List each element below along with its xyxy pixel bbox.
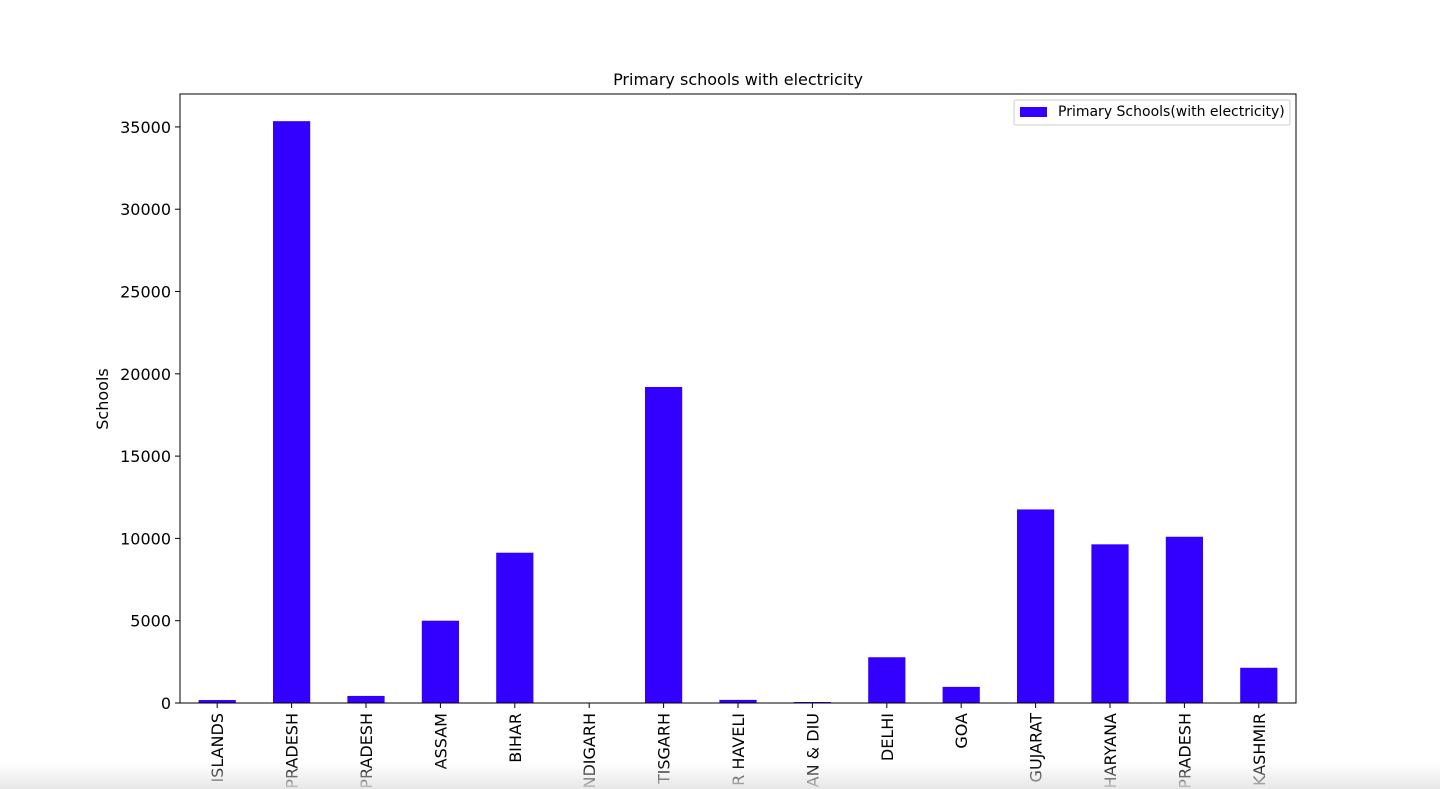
x-tick-label-1: PRADESH [283,713,302,789]
bar-2 [347,695,385,703]
x-tick-label-14: KASHMIR [1250,713,1269,786]
bar-14 [1240,667,1278,703]
legend: Primary Schools(with electricity) [1013,99,1291,126]
x-tick-label-13: PRADESH [1175,713,1194,789]
y-tick-label-5: 25000 [120,283,171,302]
bar-13 [1165,536,1203,703]
x-tick-label-8: AN & DIU [803,713,822,787]
y-tick-label-4: 20000 [120,365,171,384]
x-tick-label-6: TISGARH [655,713,674,785]
bar-6 [645,386,683,703]
legend-swatch [1020,107,1047,117]
x-tick-label-3: ASSAM [431,713,450,769]
bar-4 [496,552,534,703]
y-tick-label-7: 35000 [120,118,171,137]
x-tick-label-11: GUJARAT [1027,713,1046,783]
chart-title: Primary schools with electricity [613,70,863,89]
bar-9 [868,657,906,703]
y-tick-label-2: 10000 [120,529,171,548]
x-tick-label-5: NDIGARH [580,713,599,789]
y-tick-label-1: 5000 [130,612,171,631]
x-tick-label-7: R HAVELI [729,713,748,786]
legend-frame [1013,99,1291,126]
bar-11 [1017,509,1055,703]
x-tick-label-4: BIHAR [506,713,525,763]
y-tick-label-0: 0 [161,694,171,713]
bar-7 [719,699,757,703]
bar-12 [1091,544,1129,703]
x-tick-label-12: HARYANA [1101,713,1120,789]
legend-label: Primary Schools(with electricity) [1058,104,1285,120]
x-tick-label-10: GOA [952,713,971,749]
x-tick-label-9: DELHI [878,713,897,761]
y-axis-label: Schools [93,368,112,429]
bar-1 [273,121,311,704]
y-tick-label-6: 30000 [120,200,171,219]
x-axis: ISLANDS PRADESH PRADESH ASSAM BIHAR NDIGARH TI… [208,703,1269,789]
bars-group [198,121,1278,704]
bar-10 [942,686,980,703]
bar-0 [198,700,236,703]
bar-3 [421,620,459,703]
x-tick-label-2: PRADESH [357,713,376,789]
x-tick-label-0: ISLANDS [208,713,227,783]
y-axis: 0 5000 10000 15000 20000 25000 30000 35000 [120,118,180,713]
y-tick-label-3: 15000 [120,447,171,466]
